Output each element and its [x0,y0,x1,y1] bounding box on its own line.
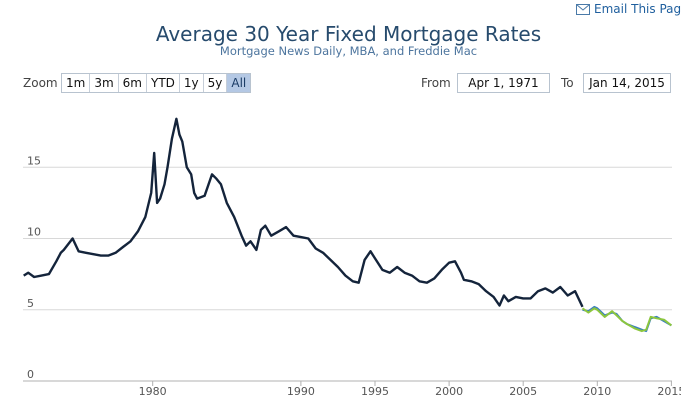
zoom-button-6m[interactable]: 6m [119,74,147,92]
to-label: To [561,76,574,90]
x-tick-label: 1995 [361,385,389,398]
y-tick-label: 15 [27,154,41,167]
zoom-button-all[interactable]: All [227,74,251,92]
rate-series-line-1 [23,117,584,308]
from-date-input[interactable]: Apr 1, 1971 [457,73,550,93]
zoom-button-1m[interactable]: 1m [62,74,91,92]
zoom-label: Zoom [23,76,58,90]
x-tick-label: 1980 [139,385,167,398]
x-tick-label: 2010 [583,385,611,398]
zoom-button-5y[interactable]: 5y [204,74,228,92]
x-tick-label: 1990 [287,385,315,398]
envelope-icon [576,3,590,15]
zoom-button-3m[interactable]: 3m [90,74,119,92]
zoom-button-1y[interactable]: 1y [180,74,204,92]
zoom-button-ytd[interactable]: YTD [147,74,180,92]
from-label: From [421,76,451,90]
email-link-label[interactable]: Email This Page [594,2,681,16]
chart-subtitle: Mortgage News Daily, MBA, and Freddie Ma… [219,44,478,58]
zoom-button-group: 1m 3m 6m YTD 1y 5y All [61,73,252,93]
email-page-link[interactable]: Email This Page [576,2,681,16]
x-tick-label: 2005 [509,385,537,398]
y-tick-label: 10 [27,226,41,239]
to-date-input[interactable]: Jan 14, 2015 [583,73,671,93]
y-tick-label: 5 [27,297,34,310]
rate-series-line-3 [581,307,673,333]
x-tick-label: 2015 [657,385,681,398]
y-tick-label: 0 [27,368,34,381]
x-tick-label: 2000 [435,385,463,398]
chart-title: Average 30 Year Fixed Mortgage Rates [155,22,542,46]
